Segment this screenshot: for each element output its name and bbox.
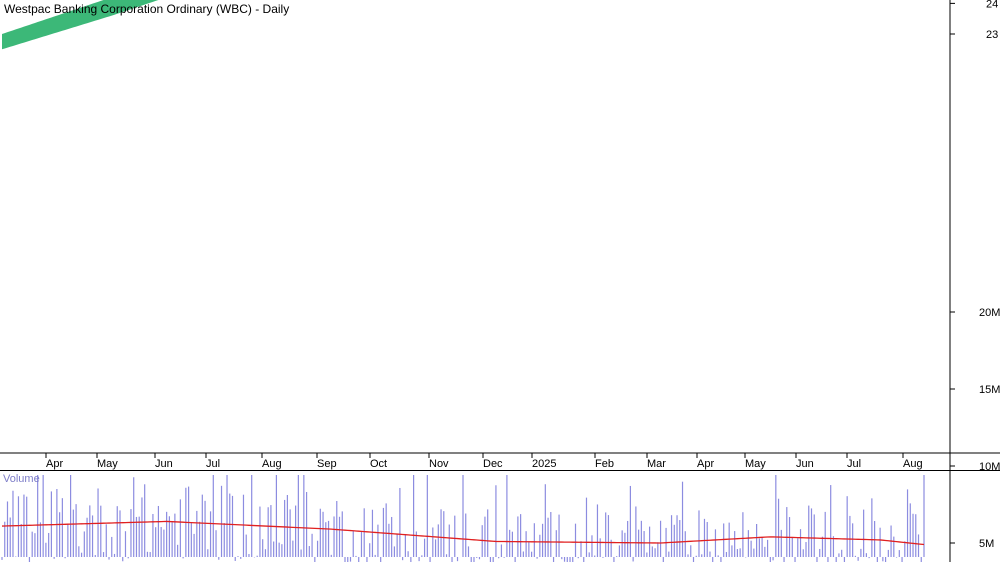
date-tick-label: Apr: [46, 458, 63, 470]
date-tick-label: May: [97, 458, 118, 470]
date-tick-label: Jul: [206, 458, 220, 470]
date-tick-label: Oct: [370, 458, 387, 470]
date-tick-label: Apr: [697, 458, 714, 470]
date-tick-label: Sep: [317, 458, 337, 470]
date-tick-label: Dec: [483, 458, 503, 470]
date-tick-label: Jun: [155, 458, 173, 470]
date-tick-label: 2025: [532, 458, 556, 470]
price-tick-label: 24: [986, 0, 998, 10]
volume-label: Volume: [3, 473, 40, 485]
date-tick-label: May: [745, 458, 766, 470]
volume-tick-label: 15M: [979, 384, 1000, 396]
long-term-ribbon: [2, 0, 159, 50]
price-tick-label: 23: [986, 29, 998, 41]
volume-tick-label: 5M: [979, 538, 994, 550]
volume-layer: [1, 475, 925, 567]
volume-average-line: [1, 520, 925, 546]
long-term-ribbon-layer: [2, 0, 159, 50]
date-tick-label: Mar: [647, 458, 666, 470]
date-tick-label: Aug: [262, 458, 282, 470]
chart-title: Westpac Banking Corporation Ordinary (WB…: [4, 2, 290, 16]
volume-tick-label: 20M: [979, 307, 1000, 319]
date-tick-label: Jul: [847, 458, 861, 470]
date-tick-label: Aug: [903, 458, 923, 470]
date-tick-label: Nov: [429, 458, 449, 470]
date-tick-label: Feb: [595, 458, 614, 470]
date-tick-label: Jun: [796, 458, 814, 470]
volume-tick-label: 10M: [979, 461, 1000, 473]
